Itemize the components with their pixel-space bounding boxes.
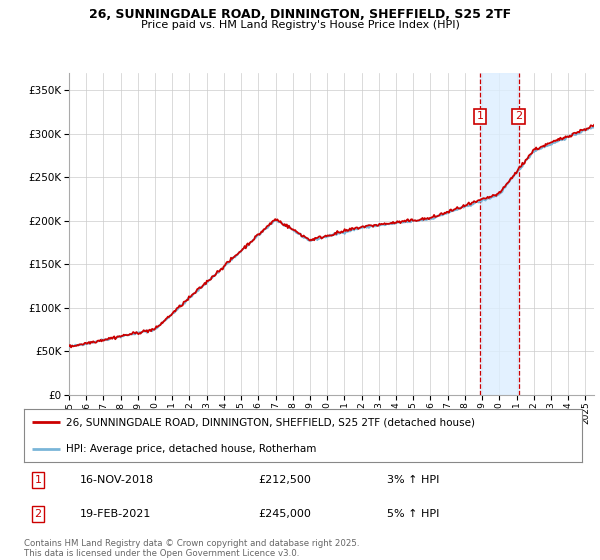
Text: 1: 1	[476, 111, 484, 122]
Text: 26, SUNNINGDALE ROAD, DINNINGTON, SHEFFIELD, S25 2TF (detached house): 26, SUNNINGDALE ROAD, DINNINGTON, SHEFFI…	[66, 417, 475, 427]
Text: 19-FEB-2021: 19-FEB-2021	[80, 509, 151, 519]
Text: £245,000: £245,000	[259, 509, 311, 519]
Text: HPI: Average price, detached house, Rotherham: HPI: Average price, detached house, Roth…	[66, 444, 316, 454]
Text: 3% ↑ HPI: 3% ↑ HPI	[387, 475, 439, 485]
Text: 1: 1	[34, 475, 41, 485]
Text: 2: 2	[515, 111, 523, 122]
Text: Contains HM Land Registry data © Crown copyright and database right 2025.
This d: Contains HM Land Registry data © Crown c…	[24, 539, 359, 558]
Bar	[480, 73, 519, 395]
Text: 2: 2	[34, 509, 41, 519]
Text: £212,500: £212,500	[259, 475, 311, 485]
Text: 16-NOV-2018: 16-NOV-2018	[80, 475, 154, 485]
Text: 5% ↑ HPI: 5% ↑ HPI	[387, 509, 439, 519]
Text: 26, SUNNINGDALE ROAD, DINNINGTON, SHEFFIELD, S25 2TF: 26, SUNNINGDALE ROAD, DINNINGTON, SHEFFI…	[89, 8, 511, 21]
Text: Price paid vs. HM Land Registry's House Price Index (HPI): Price paid vs. HM Land Registry's House …	[140, 20, 460, 30]
